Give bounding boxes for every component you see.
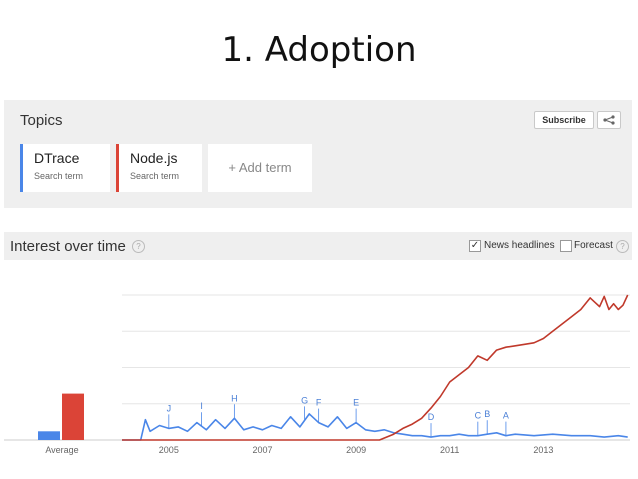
- forecast-label: Forecast: [574, 240, 613, 251]
- term-card-nodejs[interactable]: Node.js Search term: [116, 144, 202, 192]
- annotation-label: J: [167, 403, 172, 413]
- annotation-label: C: [475, 411, 482, 421]
- annotation-label: B: [484, 409, 490, 419]
- x-tick-label: 2013: [533, 445, 553, 455]
- x-tick-label: 2011: [440, 445, 459, 455]
- term-subtitle: Search term: [34, 171, 84, 181]
- annotation-label: H: [231, 393, 238, 403]
- annotation-label: I: [200, 401, 203, 411]
- share-icon: [603, 115, 615, 125]
- interest-title: Interest over time: [10, 238, 126, 255]
- term-color-bar: [20, 144, 23, 192]
- x-tick-label: 2007: [252, 445, 272, 455]
- annotation-label: D: [428, 412, 435, 422]
- annotation-label: F: [316, 398, 322, 408]
- forecast-help-icon[interactable]: ?: [616, 240, 629, 253]
- term-name: DTrace: [34, 150, 80, 166]
- average-bar: [38, 431, 60, 440]
- term-name: Node.js: [130, 150, 178, 166]
- add-term-button[interactable]: + Add term: [208, 144, 312, 192]
- forecast-checkbox[interactable]: [560, 240, 572, 252]
- term-color-bar: [116, 144, 119, 192]
- x-tick-label: 2005: [159, 445, 179, 455]
- help-icon[interactable]: ?: [132, 240, 145, 253]
- topics-title: Topics: [20, 112, 63, 129]
- subscribe-button[interactable]: Subscribe: [534, 111, 594, 129]
- annotation-label: A: [503, 411, 509, 421]
- annotation-label: G: [301, 395, 308, 405]
- x-tick-label: 2009: [346, 445, 366, 455]
- news-headlines-label: News headlines: [484, 240, 555, 251]
- average-label: Average: [45, 445, 78, 455]
- term-subtitle: Search term: [130, 171, 180, 181]
- news-headlines-checkbox[interactable]: ✓: [469, 240, 481, 252]
- topics-panel: Topics Subscribe DTrace Search term Node…: [4, 100, 632, 208]
- average-bar: [62, 393, 84, 440]
- interest-chart: Average 2005 2007 2009 2011 2013 J I H G F E D C B A: [4, 294, 630, 455]
- interest-header: Interest over time ? ✓ News headlines Fo…: [4, 232, 632, 260]
- slide-title: 1. Adoption: [221, 30, 417, 70]
- share-button[interactable]: [597, 111, 621, 129]
- term-card-dtrace[interactable]: DTrace Search term: [20, 144, 110, 192]
- series-line-nodejs: [122, 294, 629, 441]
- series-line-dtrace: [122, 413, 628, 441]
- annotation-label: E: [353, 398, 359, 408]
